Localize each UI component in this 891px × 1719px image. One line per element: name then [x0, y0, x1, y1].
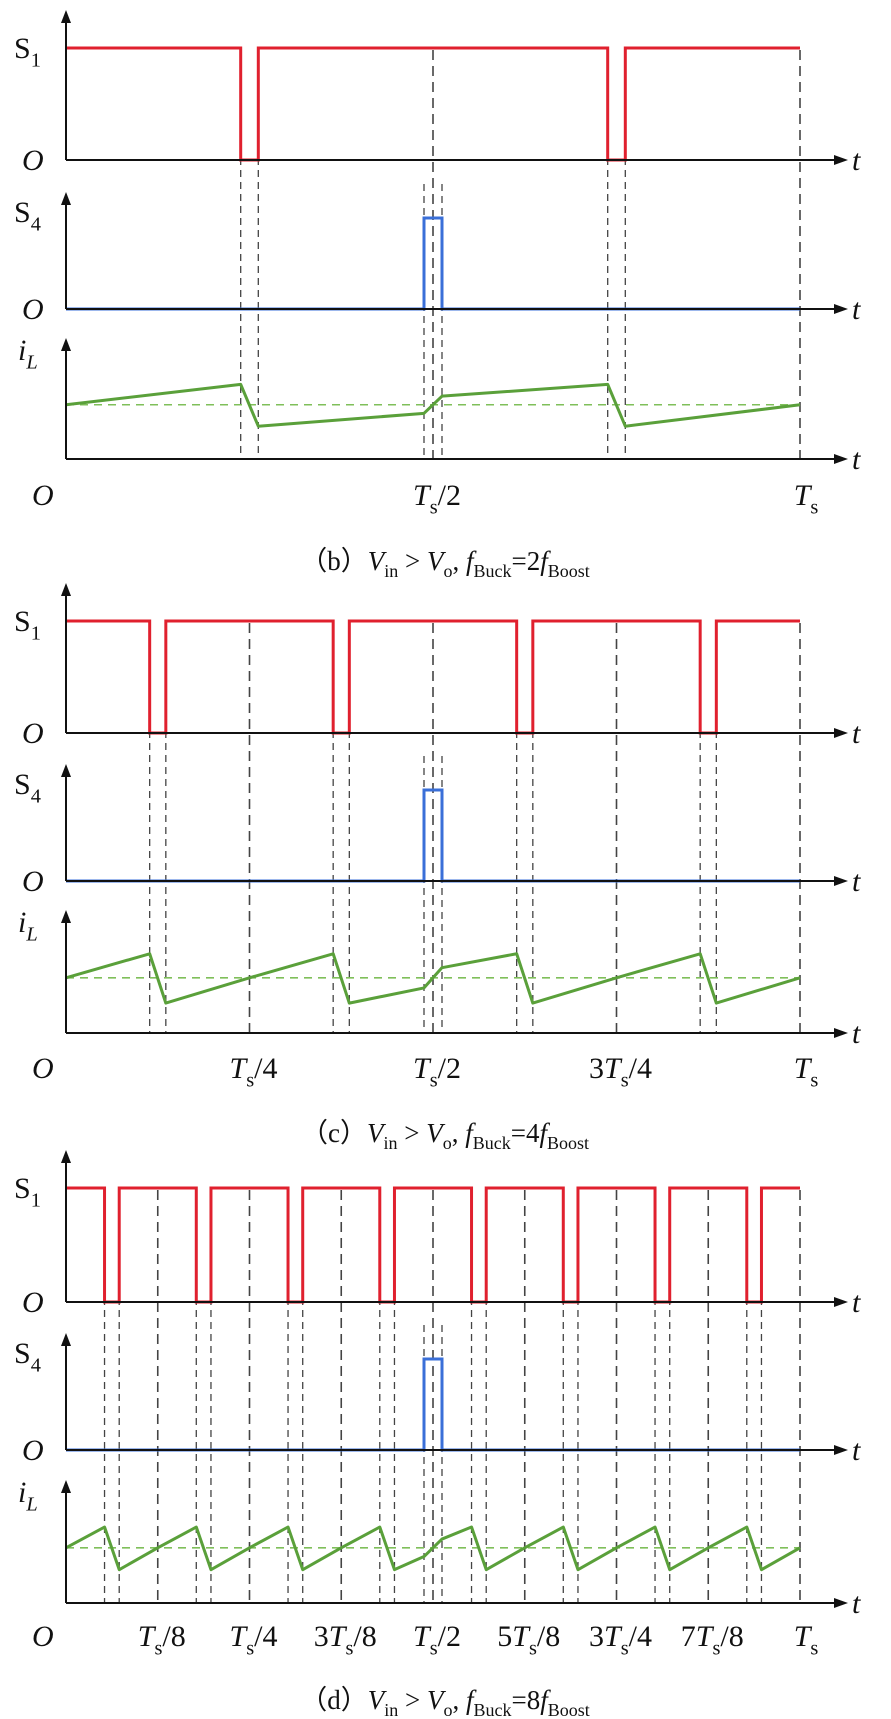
- origin-tick-label: O: [32, 479, 54, 512]
- time-tick-label: Ts: [794, 1620, 819, 1659]
- figure-caption: （c）Vin > Vo, fBuck=4fBoost: [301, 1118, 589, 1153]
- origin-label: O: [22, 1286, 44, 1319]
- s1-y-axis-head: [61, 583, 71, 596]
- il-waveform: [65, 952, 801, 1005]
- time-axis-label: t: [852, 1286, 861, 1319]
- s1-x-axis-head: [834, 728, 848, 738]
- time-axis-label: t: [852, 1587, 861, 1620]
- time-tick-label: Ts/4: [230, 1052, 278, 1091]
- time-axis-label: t: [852, 717, 861, 750]
- il-x-axis-head: [834, 1598, 848, 1608]
- origin-label: O: [22, 865, 44, 898]
- origin-tick-label: O: [32, 1620, 54, 1653]
- time-tick-label: Ts: [794, 479, 819, 518]
- time-tick-label: 3Ts/4: [589, 1620, 652, 1659]
- time-tick-label: Ts/2: [413, 1620, 461, 1659]
- guide-lines: [240, 50, 801, 459]
- s1-label: S1: [14, 605, 41, 644]
- il-y-axis-head: [61, 338, 71, 351]
- origin-label: O: [22, 144, 44, 177]
- time-tick-label: Ts/2: [413, 1052, 461, 1091]
- s4-y-axis-head: [61, 1333, 71, 1346]
- s4-x-axis-head: [834, 876, 848, 886]
- s4-label: S4: [14, 196, 41, 235]
- time-tick-label: 7Ts/8: [681, 1620, 744, 1659]
- il-x-axis-head: [834, 1028, 848, 1038]
- guide-lines: [149, 623, 801, 1033]
- time-axis-label: t: [852, 1434, 861, 1467]
- panel-c: S1 O S4 OiL t t t O Ts/4 Ts/2 3Ts/4 Ts （c）Vin > Vo, …: [14, 583, 861, 1153]
- origin-label: O: [22, 293, 44, 326]
- time-tick-label: 5Ts/8: [497, 1620, 560, 1659]
- figure-caption: （b）Vin > Vo, fBuck=2fBoost: [300, 546, 590, 581]
- s1-x-axis-head: [834, 1297, 848, 1307]
- time-tick-label: 3Ts/8: [314, 1620, 377, 1659]
- time-axis-label: t: [852, 443, 861, 476]
- s1-waveform: [66, 46, 800, 162]
- s4-y-axis-head: [61, 764, 71, 777]
- origin-tick-label: O: [32, 1052, 54, 1085]
- s1-y-axis-head: [61, 10, 71, 23]
- il-waveform: [65, 382, 801, 428]
- s1-x-axis-head: [834, 155, 848, 165]
- s1-label: S1: [14, 1172, 41, 1211]
- s4-y-axis-head: [61, 192, 71, 205]
- il-y-axis-head: [61, 1480, 71, 1493]
- panel-b: S1 O S4 OiL t t t O Ts/2 Ts （b）Vin > Vo, fBuck=2fB…: [14, 10, 861, 581]
- s4-x-axis-head: [834, 304, 848, 314]
- il-label: iL: [18, 906, 38, 945]
- time-axis-label: t: [852, 144, 861, 177]
- il-x-axis-head: [834, 454, 848, 464]
- il-label: iL: [18, 334, 38, 373]
- s1-waveform: [66, 1186, 800, 1304]
- time-tick-label: 3Ts/4: [589, 1052, 652, 1091]
- time-tick-label: Ts/2: [413, 479, 461, 518]
- il-waveform: [65, 1525, 801, 1572]
- time-tick-label: Ts/8: [138, 1620, 186, 1659]
- origin-label: O: [22, 717, 44, 750]
- time-tick-label: Ts: [794, 1052, 819, 1091]
- panel-d: S1 O S4 OiL t t t O Ts/8 Ts/4 3Ts/8 Ts/2 5Ts/8 3Ts/4 7…: [14, 1150, 861, 1719]
- il-label: iL: [18, 1476, 38, 1515]
- time-axis-label: t: [852, 293, 861, 326]
- s1-label: S1: [14, 32, 41, 71]
- time-axis-label: t: [852, 1017, 861, 1050]
- il-y-axis-head: [61, 910, 71, 923]
- time-tick-label: Ts/4: [230, 1620, 278, 1659]
- guide-lines: [103, 1190, 801, 1603]
- figure-caption: （d）Vin > Vo, fBuck=8fBoost: [300, 1685, 590, 1719]
- time-axis-label: t: [852, 865, 861, 898]
- origin-label: O: [22, 1434, 44, 1467]
- s1-y-axis-head: [61, 1150, 71, 1163]
- s4-x-axis-head: [834, 1445, 848, 1455]
- s4-label: S4: [14, 1337, 41, 1376]
- s4-label: S4: [14, 768, 41, 807]
